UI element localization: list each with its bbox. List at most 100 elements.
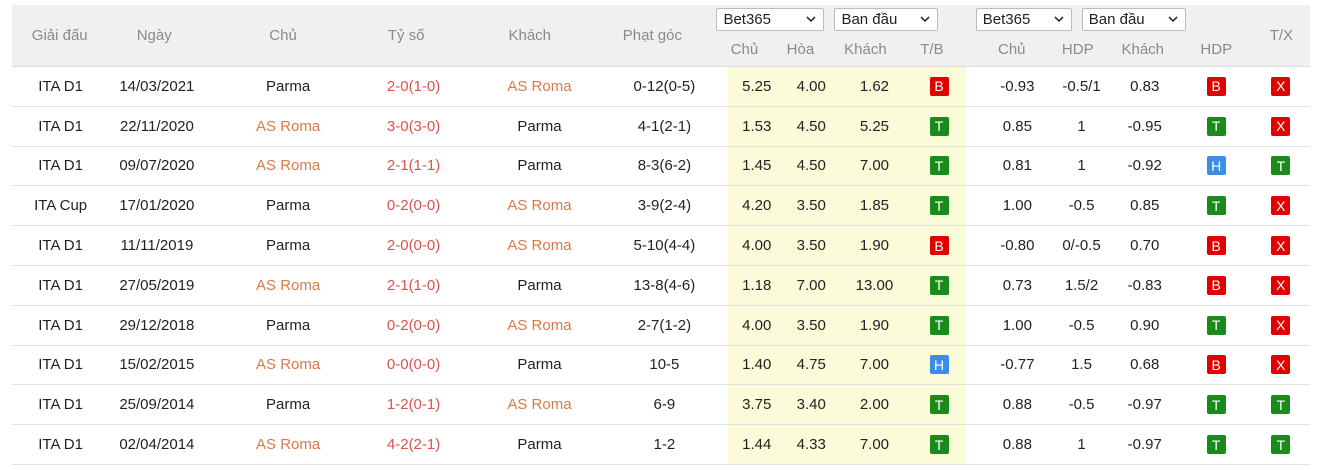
full-time-score: 2-0 [386,237,409,255]
league-cell[interactable]: ITA Cup [34,197,88,215]
home-team-cell[interactable]: Parma [266,237,311,255]
away-team-cell[interactable]: Parma [517,117,562,135]
full-time-score: 2-1 [386,157,409,175]
hdp-result-cell: B [1181,266,1252,305]
home-team-cell[interactable]: AS Roma [256,356,321,374]
table-row[interactable]: ITA D1 11/11/2019 Parma 2-0 (0-0) AS Roma 5-10… [12,226,1310,266]
date-cell: 02/04/2014 [119,436,195,454]
home-team-cell[interactable]: Parma [266,396,311,414]
score-cell[interactable]: 0-2 (0-0) [372,186,456,225]
corners-cell: 1-2 [653,436,676,454]
home-team-cell[interactable]: AS Roma [256,436,321,454]
score-cell[interactable]: 3-0 (3-0) [372,107,456,146]
half-time-score: (0-0) [408,316,441,334]
full-time-score: 0-2 [386,197,409,215]
league-cell[interactable]: ITA D1 [38,157,83,175]
away-team-cell[interactable]: Parma [517,356,562,374]
corners-cell: 8-3(6-2) [637,157,692,175]
score-cell[interactable]: 0-0 (0-0) [372,346,456,385]
hdp-result-badge: T [1206,435,1226,455]
score-cell[interactable]: 1-2 (0-1) [372,385,456,424]
table-row[interactable]: ITA D1 29/12/2018 Parma 0-2 (0-0) AS Roma 2-7(… [12,305,1310,346]
col-corners-header: Phạt góc [622,27,682,44]
league-cell[interactable]: ITA D1 [38,276,83,294]
home-team-cell[interactable]: Parma [266,316,311,334]
odds-draw-cell: 3.50 [785,305,837,345]
home-team-cell[interactable]: AS Roma [256,276,321,294]
league-cell[interactable]: ITA D1 [38,356,83,374]
tx-result-badge: X [1271,196,1291,216]
odds-draw-cell: 3.40 [785,385,837,425]
chevron-down-icon [920,16,931,23]
home-team-cell[interactable]: AS Roma [256,117,321,135]
full-time-score: 0-0 [386,356,409,374]
half-time-score: (0-0) [408,237,441,255]
ah-home-cell: 0.73 [1002,276,1032,294]
away-team-cell[interactable]: AS Roma [507,316,572,334]
tx-result-badge: T [1271,156,1291,176]
hdp-result-badge: B [1206,275,1226,295]
table-row[interactable]: ITA Cup 17/01/2020 Parma 0-2 (0-0) AS Roma 3-9… [12,186,1310,227]
away-team-cell[interactable]: AS Roma [507,197,572,215]
tx-result-badge: X [1271,116,1291,136]
league-cell[interactable]: ITA D1 [38,316,83,334]
tb-result-badge: T [929,196,949,216]
ah-home-cell: 0.85 [1002,117,1032,135]
score-cell[interactable]: 2-1 (1-1) [372,147,456,186]
tb-result-badge: T [929,156,949,176]
odds-away-cell: 7.00 [836,425,913,464]
tb-result-badge: T [929,395,949,415]
tb-result-badge: T [929,315,949,335]
league-cell[interactable]: ITA D1 [38,117,83,135]
score-cell[interactable]: 0-2 (0-0) [372,306,456,345]
table-row[interactable]: ITA D1 25/09/2014 Parma 1-2 (0-1) AS Roma 6-9 3… [12,385,1310,426]
tx-result-badge: X [1271,236,1291,256]
tx-result-cell: X [1252,186,1310,225]
table-row[interactable]: ITA D1 02/04/2014 AS Roma 4-2 (2-1) Parma 1-2 1… [12,425,1310,465]
ah-line-cell: 0/-0.5 [1062,237,1101,255]
home-team-cell[interactable]: Parma [266,77,311,95]
tx-result-cell: T [1252,147,1310,186]
date-cell: 15/02/2015 [119,356,195,374]
home-team-cell[interactable]: Parma [266,197,311,215]
table-row[interactable]: ITA D1 15/02/2015 AS Roma 0-0 (0-0) Parma 10-5… [12,345,1310,386]
score-cell[interactable]: 2-0 (1-0) [372,67,456,106]
col-home-header: Chủ [269,27,297,44]
half-time-score: (1-1) [408,157,441,175]
odds-type-select-hdp[interactable]: Ban đầu [1081,7,1186,31]
tb-result-cell: T [912,305,966,345]
table-row[interactable]: ITA D1 14/03/2021 Parma 2-0 (1-0) AS Roma 0-12… [12,67,1310,107]
score-cell[interactable]: 2-1 (1-0) [372,266,456,305]
hdp-result-cell: T [1181,107,1252,146]
away-team-cell[interactable]: AS Roma [507,237,572,255]
tx-result-badge: X [1271,355,1291,375]
score-cell[interactable]: 4-2 (2-1) [372,425,456,464]
sub-hdp-header: HDP [1061,41,1094,58]
table-row[interactable]: ITA D1 22/11/2020 AS Roma 3-0 (3-0) Parma 4-1(… [12,106,1310,147]
table-row[interactable]: ITA D1 27/05/2019 AS Roma 2-1 (1-0) Parma 13-8… [12,265,1310,306]
away-team-cell[interactable]: Parma [517,157,562,175]
bookmaker-select-1x2[interactable]: Bet365 [716,7,825,31]
ah-line-cell: 1.5 [1071,356,1092,374]
league-cell[interactable]: ITA D1 [38,77,83,95]
away-team-cell[interactable]: Parma [517,436,562,454]
away-team-cell[interactable]: Parma [517,276,562,294]
league-cell[interactable]: ITA D1 [38,396,83,414]
table-row[interactable]: ITA D1 09/07/2020 AS Roma 2-1 (1-1) Parma 8-3(… [12,146,1310,187]
score-cell[interactable]: 2-0 (0-0) [372,226,456,265]
away-team-cell[interactable]: AS Roma [507,396,572,414]
odds-type-select-1x2[interactable]: Ban đầu [834,7,939,31]
hdp-result-badge: T [1206,196,1226,216]
away-team-cell[interactable]: AS Roma [507,77,572,95]
sub-home-header: Chủ [730,41,759,58]
tx-result-cell: X [1252,107,1310,146]
league-cell[interactable]: ITA D1 [38,436,83,454]
ah-home-cell: 0.81 [1002,157,1032,175]
ah-away-cell: 0.85 [1130,197,1160,215]
tx-result-cell: X [1252,67,1310,106]
bookmaker-select-hdp[interactable]: Bet365 [975,7,1072,31]
odds-home-cell: 1.45 [727,146,786,186]
home-team-cell[interactable]: AS Roma [256,157,321,175]
league-cell[interactable]: ITA D1 [38,237,83,255]
hdp-result-cell: T [1181,385,1252,424]
